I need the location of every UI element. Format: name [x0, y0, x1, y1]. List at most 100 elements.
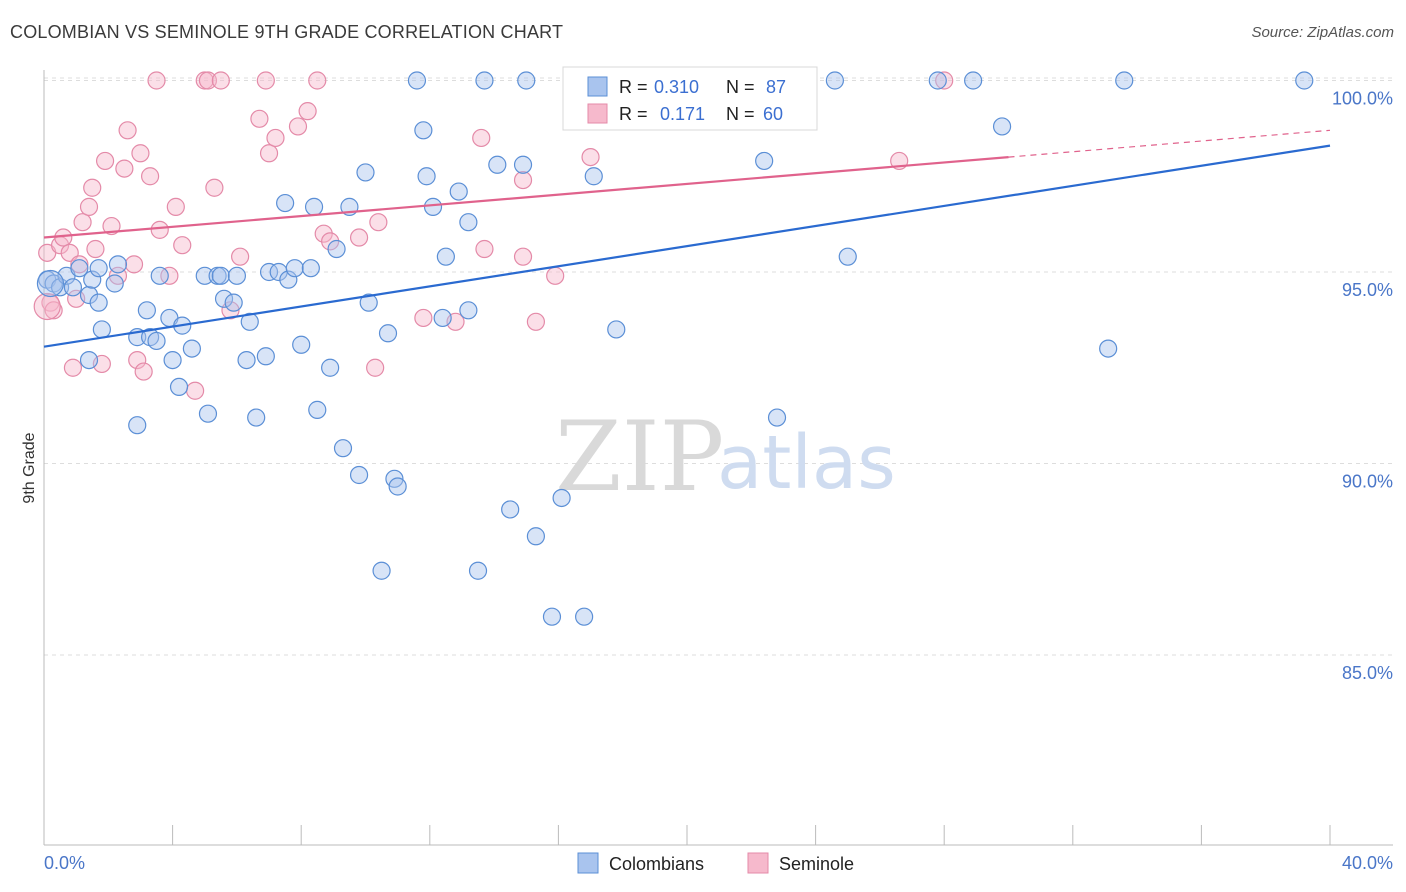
seminole-points [33, 71, 954, 400]
chart-title: COLOMBIAN VS SEMINOLE 9TH GRADE CORRELAT… [10, 22, 564, 42]
data-point [449, 182, 468, 201]
data-point [459, 213, 478, 232]
data-point [147, 71, 166, 90]
data-point [526, 312, 545, 331]
data-point [935, 71, 954, 90]
trend-line-seminole-extension [1008, 129, 1331, 158]
data-point [407, 71, 427, 90]
data-point [513, 247, 533, 266]
bottom-legend-swatch-seminole [747, 852, 769, 874]
axes [43, 70, 1393, 846]
y-tick-label: 85.0% [1342, 663, 1393, 683]
data-point [825, 71, 844, 90]
data-point [308, 400, 327, 419]
data-point [54, 228, 73, 247]
data-point [542, 607, 562, 626]
legend-n-value-seminole: 60 [763, 104, 783, 124]
data-point [992, 117, 1012, 136]
data-point [433, 308, 452, 328]
data-point [417, 167, 436, 186]
data-point [92, 320, 111, 339]
data-point [414, 121, 433, 140]
data-point [198, 404, 218, 423]
data-point [147, 331, 166, 351]
legend-r-label-colombians: R = [619, 77, 648, 97]
data-point [488, 155, 507, 174]
source-label: Source: ZipAtlas.com [1251, 24, 1394, 41]
y-axis-label: 9th Grade [21, 432, 38, 503]
x-tick-labels: 0.0% 40.0% [44, 853, 1393, 873]
data-point [607, 320, 626, 339]
trend-line-seminole [43, 156, 1009, 239]
data-point [70, 255, 89, 274]
data-point [423, 197, 443, 216]
bottom-legend-label-colombians: Colombians [609, 854, 704, 874]
data-point [163, 350, 182, 370]
data-point [63, 278, 83, 297]
data-point [279, 270, 298, 289]
data-point [308, 71, 327, 90]
data-point [349, 465, 369, 485]
y-tick-label: 100.0% [1332, 89, 1393, 109]
data-point [128, 350, 147, 370]
data-point [124, 255, 144, 274]
data-point [186, 381, 205, 400]
legend-r-value-seminole: 0.171 [660, 104, 705, 124]
data-point [50, 278, 70, 297]
bottom-legend-label-seminole: Seminole [779, 854, 854, 874]
data-point [513, 170, 533, 190]
trend-line-colombians [43, 144, 1331, 348]
data-point [513, 155, 533, 174]
data-point [79, 350, 99, 370]
x-tick-label-max: 40.0% [1342, 853, 1393, 873]
bottom-legend-swatch-colombians [577, 852, 599, 874]
data-point [102, 216, 121, 236]
data-point [205, 178, 224, 197]
data-point [304, 197, 324, 216]
data-point [378, 324, 398, 343]
data-point [475, 71, 494, 90]
data-point [150, 220, 169, 239]
data-point [150, 266, 169, 285]
data-point [115, 159, 134, 178]
data-point [468, 561, 488, 580]
data-point [227, 266, 246, 285]
data-point [388, 477, 407, 496]
data-point [356, 163, 375, 182]
data-point [86, 239, 105, 259]
data-point [63, 358, 83, 377]
data-point [459, 301, 478, 320]
data-point [276, 193, 295, 213]
data-point [198, 71, 218, 90]
data-point [140, 167, 160, 186]
data-point [472, 128, 491, 148]
data-point-cluster [33, 292, 61, 321]
data-point [349, 228, 369, 247]
data-point [321, 358, 340, 377]
data-point [298, 102, 317, 121]
data-point [89, 259, 108, 278]
data-point [256, 347, 275, 366]
watermark: ZIP atlas [555, 401, 896, 513]
data-point [83, 178, 102, 197]
data-point [285, 259, 304, 278]
data-point [414, 308, 433, 328]
data-point [327, 239, 346, 259]
data-point [182, 339, 201, 358]
data-point [173, 236, 192, 255]
data-point [73, 213, 92, 232]
data-point [755, 151, 774, 171]
data-point [288, 117, 308, 136]
legend-r-value-colombians: 0.310 [654, 77, 699, 97]
data-point [575, 607, 594, 626]
legend-swatch-colombians [587, 76, 608, 97]
data-point [838, 247, 857, 266]
data-point [333, 439, 353, 458]
data-point [79, 197, 99, 216]
data-point [247, 408, 266, 427]
data-point [105, 274, 124, 293]
legend-r-label-seminole: R = [619, 104, 648, 124]
data-point [211, 266, 230, 285]
data-point [1295, 71, 1314, 90]
